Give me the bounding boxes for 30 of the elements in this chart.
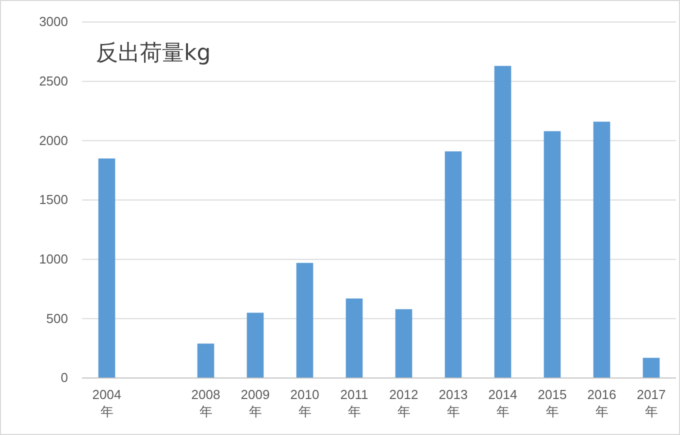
y-tick-label: 1500 xyxy=(39,192,68,208)
bar xyxy=(593,122,610,378)
x-tick-label: 2009年 xyxy=(240,387,270,420)
y-tick-label: 0 xyxy=(60,370,68,386)
y-tick-label: 2000 xyxy=(39,132,68,148)
bar xyxy=(296,262,314,378)
y-tick-label: 2500 xyxy=(39,73,68,88)
bar xyxy=(246,312,264,378)
bar xyxy=(395,309,412,378)
bar xyxy=(642,358,660,378)
y-tick-label: 500 xyxy=(46,310,68,326)
bar xyxy=(544,131,561,378)
x-tick-label: 2004年 xyxy=(92,387,122,420)
x-tick-label: 2015年 xyxy=(538,387,567,420)
x-tick-label: 2010年 xyxy=(290,387,320,420)
x-tick-label: 2013年 xyxy=(438,387,468,420)
bar xyxy=(494,66,512,378)
y-tick-label: 1000 xyxy=(39,251,68,266)
y-tick-label: 3000 xyxy=(39,14,68,30)
bar xyxy=(346,298,363,378)
x-tick-label: 2011年 xyxy=(340,387,368,420)
bar xyxy=(197,344,214,378)
x-tick-label: 2014年 xyxy=(488,387,518,420)
x-tick-label: 2012年 xyxy=(389,387,418,420)
bar xyxy=(444,151,462,378)
bar xyxy=(98,158,116,378)
x-tick-label: 2017年 xyxy=(636,387,666,420)
x-tick-label: 2016年 xyxy=(587,387,616,420)
text: 反出荷量kg xyxy=(96,41,211,66)
x-tick-label: 2008年 xyxy=(191,387,220,420)
